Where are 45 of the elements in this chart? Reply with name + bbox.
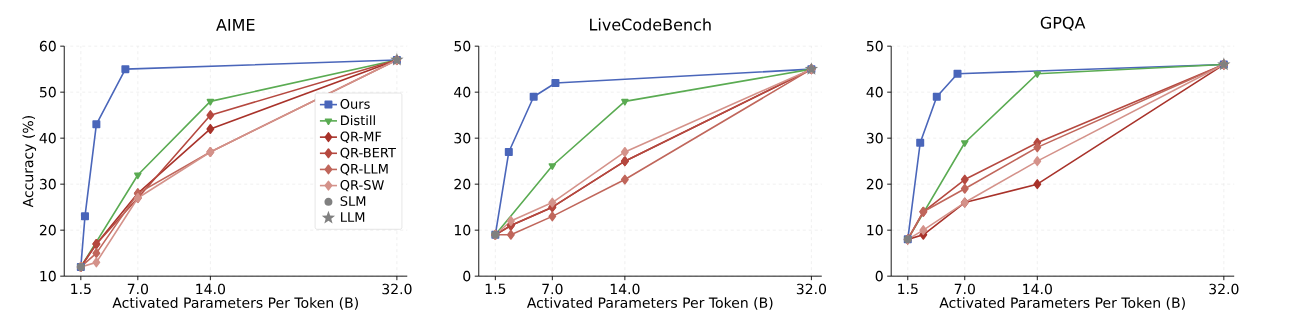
x-tick-label: 1.5	[485, 283, 506, 295]
x-tick-label: 7.0	[542, 283, 563, 295]
legend-label: QR-SW	[340, 180, 384, 192]
y-tick-label: 20	[454, 178, 471, 190]
x-tick-label: 7.0	[954, 283, 975, 295]
y-tick-label: 30	[39, 178, 56, 190]
x-axis-title: Activated Parameters Per Token (B)	[526, 297, 773, 310]
y-tick-label: 0	[463, 270, 471, 282]
legend-label: Distill	[341, 115, 375, 126]
x-tick-label: 32.0	[796, 283, 827, 295]
legend-label: LLM	[341, 212, 365, 222]
y-axis-title: Accuracy (%)	[22, 116, 37, 208]
y-tick-label: 50	[39, 86, 56, 98]
chart-title: AIME	[216, 18, 255, 31]
y-tick-label: 40	[866, 86, 883, 98]
chart-title: LiveCodeBench	[590, 18, 711, 31]
x-tick-label: 32.0	[382, 283, 412, 295]
y-tick-label: 10	[40, 270, 56, 282]
y-tick-label: 50	[454, 40, 471, 52]
legend-label: QR-LLM	[340, 163, 388, 176]
legend-label: Ours	[340, 99, 370, 109]
legend-label: QR-MF	[340, 131, 382, 143]
y-tick-label: 40	[454, 86, 471, 98]
legend-label: SLM	[340, 196, 366, 206]
x-tick-label: 14.0	[1023, 283, 1052, 295]
y-tick-label: 30	[866, 132, 883, 144]
y-tick-label: 10	[454, 224, 471, 236]
x-tick-label: 7.0	[127, 283, 149, 295]
legend-label: QR-BERT	[340, 147, 396, 160]
x-tick-label: 1.5	[71, 283, 91, 295]
x-axis-title: Activated Parameters Per Token (B)	[939, 297, 1185, 310]
y-tick-label: 50	[866, 40, 883, 52]
x-axis-title: Activated Parameters Per Token (B)	[112, 297, 358, 310]
x-tick-label: 1.5	[898, 283, 918, 295]
y-tick-label: 30	[454, 132, 471, 144]
y-tick-label: 20	[866, 178, 883, 190]
y-tick-label: 40	[39, 132, 56, 144]
y-tick-label: 60	[39, 40, 56, 52]
chart-title: GPQA	[1040, 16, 1086, 31]
x-tick-label: 14.0	[610, 283, 640, 295]
y-tick-label: 20	[39, 224, 56, 236]
x-tick-label: 32.0	[1209, 283, 1239, 295]
y-tick-label: 10	[867, 224, 883, 236]
x-tick-label: 14.0	[196, 283, 226, 295]
y-tick-label: 0	[875, 270, 883, 282]
